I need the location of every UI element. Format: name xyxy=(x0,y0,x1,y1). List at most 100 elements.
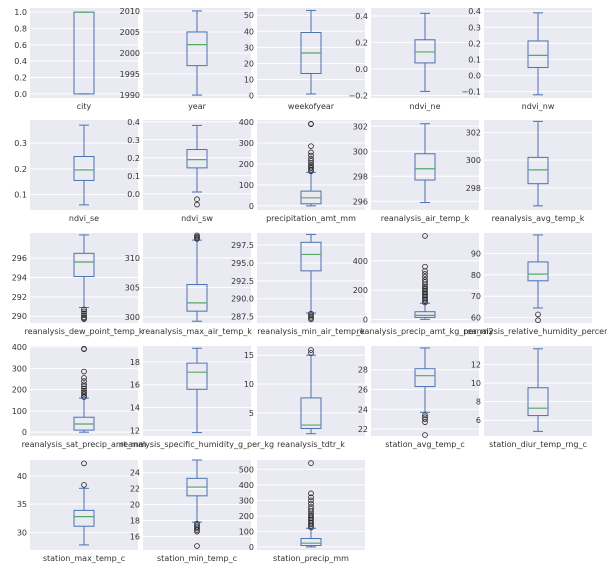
outlier-point xyxy=(535,317,541,324)
outlier-point xyxy=(422,263,428,270)
x-axis-label: station_diur_temp_rng_c xyxy=(489,440,587,449)
outlier-point xyxy=(308,513,314,520)
outlier-point xyxy=(308,512,314,518)
outlier-point xyxy=(81,387,87,394)
iqr-box xyxy=(186,149,208,169)
y-tick-label: 302 xyxy=(466,128,481,137)
y-tick-label: 6 xyxy=(476,416,481,425)
y-tick-label: 297.5 xyxy=(231,241,254,250)
y-tick-label: 22 xyxy=(358,425,368,434)
y-tick-label: 10 xyxy=(471,379,481,388)
y-tick-label: 0.8 xyxy=(14,24,27,33)
outlier-point xyxy=(308,158,314,164)
outlier-point xyxy=(194,527,200,533)
y-tick-label: 60 xyxy=(471,314,481,323)
outlier-point xyxy=(81,368,87,375)
y-tick-label: 0.4 xyxy=(127,118,140,127)
x-axis-label: reanalysis_relative_humidity_percent xyxy=(464,327,607,336)
outlier-point xyxy=(422,295,428,301)
y-tick-label: 300 xyxy=(353,147,368,156)
panel-station-avg-temp-c: 22 24 26 28 station_avg_temp_c xyxy=(358,346,479,449)
y-tick-label: 200 xyxy=(239,160,254,169)
y-tick-label: 0.0 xyxy=(127,190,140,199)
outlier-point xyxy=(194,543,200,549)
y-tick-label: −0.1 xyxy=(462,88,481,97)
outlier-point xyxy=(81,389,87,395)
y-tick-label: 300 xyxy=(239,139,254,148)
outlier-point xyxy=(308,494,314,501)
y-tick-label: 1990 xyxy=(120,91,140,100)
iqr-box xyxy=(186,31,208,67)
y-tick-label: 1995 xyxy=(120,70,140,79)
y-tick-label: 14 xyxy=(130,404,140,413)
outlier-point xyxy=(308,460,314,466)
iqr-box xyxy=(186,362,208,390)
y-tick-label: 0 xyxy=(249,202,254,211)
panel-city: 0.0 0.2 0.4 0.6 0.8 1.0 city xyxy=(14,8,138,111)
iqr-box xyxy=(73,252,95,278)
outlier-point xyxy=(308,503,314,510)
y-tick-label: −0.2 xyxy=(349,91,368,100)
y-tick-label: 22 xyxy=(130,485,140,494)
iqr-box xyxy=(414,311,436,318)
y-tick-label: 0 xyxy=(249,92,254,101)
outlier-point xyxy=(81,312,87,319)
outlier-point xyxy=(422,274,428,280)
y-tick-label: 298 xyxy=(466,184,481,193)
x-axis-label: weekofyear xyxy=(288,102,335,111)
y-tick-label: 0.1 xyxy=(127,172,140,181)
iqr-box xyxy=(414,153,436,181)
y-tick-label: 300 xyxy=(239,496,254,505)
x-axis-label: ndvi_se xyxy=(69,214,99,223)
outlier-point xyxy=(81,482,87,488)
outlier-point xyxy=(422,296,428,303)
x-axis-label: reanalysis_specific_humidity_g_per_kg xyxy=(120,440,274,449)
y-tick-label: 0.2 xyxy=(14,165,27,174)
y-tick-label: 400 xyxy=(239,481,254,490)
outlier-point xyxy=(81,345,87,352)
panel-reanalysis-max-air-temp-k: 300 305 310 reanalysis_max_air_temp_k xyxy=(125,232,252,336)
outlier-point xyxy=(422,432,428,438)
x-axis-label: station_avg_temp_c xyxy=(385,440,465,449)
y-tick-label: 300 xyxy=(466,156,481,165)
outlier-point xyxy=(422,268,428,274)
x-axis-label: reanalysis_tdtr_k xyxy=(277,440,345,449)
y-tick-label: 296 xyxy=(353,197,368,206)
y-tick-label: 24 xyxy=(130,469,140,478)
outlier-point xyxy=(308,500,314,507)
panel-reanalysis-avg-temp-k: 298 300 302 reanalysis_avg_temp_k xyxy=(466,120,592,223)
y-tick-label: 70 xyxy=(471,292,481,301)
x-axis-label: station_max_temp_c xyxy=(43,554,125,563)
y-tick-label: 0.4 xyxy=(468,7,481,16)
y-tick-label: 80 xyxy=(471,271,481,280)
panel-weekofyear: 0 10 20 30 40 50 weekofyear xyxy=(244,8,365,111)
outlier-point xyxy=(308,497,314,504)
y-tick-label: 12 xyxy=(471,361,481,370)
outlier-point xyxy=(308,163,314,170)
panel-reanalysis-tdtr-k: 5 10 15 reanalysis_tdtr_k xyxy=(244,346,365,449)
outlier-point xyxy=(81,460,87,467)
panel-ndvi-nw: −0.1 0.0 0.1 0.2 0.3 0.4 ndvi_nw xyxy=(462,7,592,111)
panel-reanalysis-dew-point-temp-k: 290 292 294 296 reanalysis_dew_point_temp_k xyxy=(12,233,144,336)
iqr-box xyxy=(527,156,549,185)
outlier-point xyxy=(308,149,314,156)
y-tick-label: 0 xyxy=(22,428,27,437)
x-axis-label: ndvi_ne xyxy=(409,102,440,111)
outlier-point xyxy=(422,412,428,419)
panel-reanalysis-sat-precip-amt-mm: 0 100 200 300 400 reanalysis_sat_precip_amt_m… xyxy=(12,343,147,449)
iqr-box xyxy=(186,284,208,312)
y-tick-label: 90 xyxy=(471,249,481,258)
y-tick-label: 0.3 xyxy=(14,139,27,148)
outlier-point xyxy=(81,375,87,381)
x-axis-label: reanalysis_min_air_temp_k xyxy=(257,327,365,336)
iqr-box xyxy=(527,387,549,417)
y-tick-label: 40 xyxy=(244,27,254,36)
panel-station-max-temp-c: 30 35 40 station_max_temp_c xyxy=(17,460,138,563)
outlier-point xyxy=(308,165,314,171)
iqr-box xyxy=(527,40,549,68)
outlier-point xyxy=(81,385,87,392)
outlier-point xyxy=(81,308,87,315)
iqr-box xyxy=(73,156,95,181)
y-tick-label: 24 xyxy=(358,405,368,414)
